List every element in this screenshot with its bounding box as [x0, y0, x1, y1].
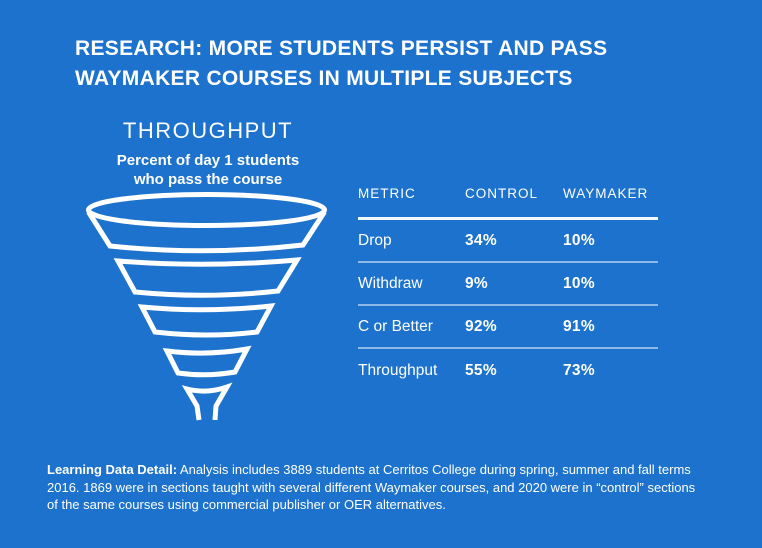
table-row: Withdraw 9% 10%: [358, 263, 658, 306]
waymaker-cell: 73%: [563, 361, 595, 379]
funnel-subtitle: Percent of day 1 students who pass the c…: [70, 151, 346, 189]
control-cell: 34%: [465, 231, 497, 249]
waymaker-cell: 10%: [563, 231, 595, 249]
page-title-line1: RESEARCH: MORE STUDENTS PERSIST AND PASS: [75, 37, 608, 60]
metric-cell: Drop: [358, 231, 392, 249]
table-row: C or Better 92% 91%: [358, 306, 658, 349]
table-row: Throughput 55% 73%: [358, 349, 658, 392]
table-row: Drop 34% 10%: [358, 220, 658, 263]
funnel-subtitle-line2: who pass the course: [133, 171, 283, 188]
metrics-table: METRIC CONTROL WAYMAKER Drop 34% 10% Wit…: [358, 186, 658, 392]
footnote-label: Learning Data Detail:: [47, 462, 178, 477]
metric-cell: C or Better: [358, 317, 433, 335]
funnel-heading: THROUGHPUT: [122, 118, 294, 143]
metric-cell: Throughput: [358, 361, 438, 379]
metric-cell: Withdraw: [358, 274, 423, 292]
waymaker-cell: 91%: [563, 317, 595, 335]
control-cell: 9%: [465, 274, 489, 292]
page-title-line2: WAYMAKER COURSES IN MULTIPLE SUBJECTS: [75, 67, 573, 90]
control-cell: 92%: [465, 317, 497, 335]
column-header-metric: METRIC: [358, 186, 416, 201]
column-header-control: CONTROL: [465, 186, 539, 201]
control-cell: 55%: [465, 361, 497, 379]
waymaker-cell: 10%: [563, 274, 595, 292]
page-title: RESEARCH: MORE STUDENTS PERSIST AND PASS…: [75, 34, 715, 94]
footnote-text: Analysis includes 3889 students at Cerri…: [47, 462, 696, 512]
funnel-icon: [86, 192, 327, 421]
column-header-waymaker: WAYMAKER: [563, 186, 649, 201]
table-header-row: METRIC CONTROL WAYMAKER: [358, 186, 658, 220]
funnel-subtitle-line1: Percent of day 1 students: [116, 152, 300, 169]
footnote: Learning Data Detail: Analysis includes …: [47, 461, 702, 514]
